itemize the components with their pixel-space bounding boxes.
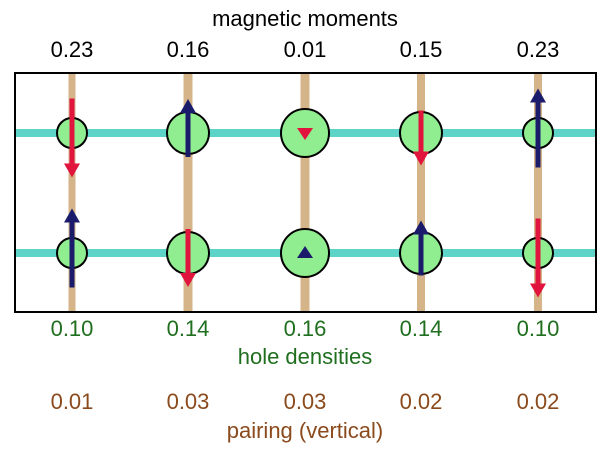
hole-density: 0.14 <box>400 316 443 341</box>
pairing-value: 0.03 <box>284 389 327 414</box>
hole-label: hole densities <box>238 344 373 369</box>
spin-head <box>530 88 546 103</box>
hole-density: 0.14 <box>167 316 210 341</box>
moment-label: 0.15 <box>400 37 443 62</box>
title: magnetic moments <box>212 6 398 31</box>
moment-label: 0.01 <box>284 37 327 62</box>
spin-head <box>297 128 313 140</box>
spin-head <box>413 220 429 235</box>
pairing-value: 0.01 <box>51 389 94 414</box>
moment-label: 0.16 <box>167 37 210 62</box>
pairing-label: pairing (vertical) <box>227 418 384 443</box>
moment-label: 0.23 <box>51 37 94 62</box>
spin-head <box>180 273 196 287</box>
hole-density: 0.10 <box>517 316 560 341</box>
pairing-value: 0.02 <box>517 389 560 414</box>
hole-density: 0.16 <box>284 316 327 341</box>
frame <box>14 72 597 313</box>
pairing-value: 0.03 <box>167 389 210 414</box>
spin-head <box>64 163 80 178</box>
spin-head <box>297 246 313 258</box>
spin-head <box>530 283 546 298</box>
spin-head <box>180 99 196 113</box>
moment-label: 0.23 <box>517 37 560 62</box>
spin-head <box>64 208 80 223</box>
hole-density: 0.10 <box>51 316 94 341</box>
spin-head <box>413 151 429 166</box>
pairing-value: 0.02 <box>400 389 443 414</box>
